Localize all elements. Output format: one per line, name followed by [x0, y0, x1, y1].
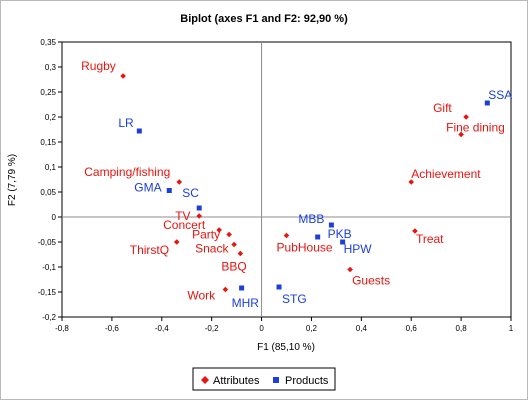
legend-marker-products [273, 377, 279, 383]
point-label-mhr: MHR [232, 296, 260, 310]
point-label-camping-fishing: Camping/fishing [84, 165, 170, 179]
point-hpw [340, 239, 346, 245]
point-treat [412, 228, 418, 234]
y-tick-label: -0,1 [42, 263, 56, 272]
point-ssa [484, 100, 490, 106]
legend-marker-attributes [201, 376, 209, 384]
point-party [226, 231, 232, 238]
y-tick-label: -0,2 [42, 313, 56, 322]
x-tick-label: 0,8 [456, 324, 468, 333]
legend-box [192, 367, 336, 391]
point-label-gift: Gift [433, 101, 452, 115]
point-label-pkb: PKB [328, 227, 352, 241]
y-tick-label: 0,1 [45, 163, 57, 172]
point-label-thirstq: ThirstQ [130, 243, 169, 257]
point-label-achievement: Achievement [411, 167, 481, 181]
y-tick-label: -0,15 [38, 288, 57, 297]
x-tick-label: -0,2 [205, 324, 219, 333]
point-tv [196, 213, 202, 219]
chart-title: Biplot (axes F1 and F2: 92,90 %) [180, 13, 348, 25]
point-label-mbb: MBB [298, 212, 324, 226]
point-label-lr: LR [118, 116, 134, 130]
point-label-bbq: BBQ [221, 260, 246, 274]
legend-label-attributes: Attributes [213, 375, 260, 387]
x-tick-label: 0,2 [306, 324, 318, 333]
point-lr [136, 128, 142, 134]
point-label-stg: STG [282, 292, 307, 306]
plot-area [61, 41, 512, 318]
axes: -0,8 -0,6 -0,4 -0,2 0 0,2 0,4 0,6 0,8 1 -0,2 -0,15 -… [38, 38, 514, 333]
point-rugby [120, 73, 126, 79]
point-guests [347, 266, 353, 273]
y-axis-title: F2 (7,79 %) [7, 154, 18, 206]
point-label-guests: Guests [352, 274, 390, 288]
point-mhr [239, 285, 245, 291]
x-tick-label: -0,6 [105, 324, 119, 333]
x-tick-label: 0 [259, 324, 264, 333]
y-tick-label: 0,15 [40, 138, 56, 147]
point-label-gma: GMA [134, 181, 161, 195]
point-mbb [328, 222, 334, 228]
point-concert [216, 227, 222, 233]
point-bbq [237, 250, 244, 257]
y-tick-label: 0,2 [45, 113, 57, 122]
legend: Attributes Products [192, 367, 336, 391]
x-tick-label: 1 [509, 324, 514, 333]
point-label-fine-dining: Fine dining [446, 121, 505, 135]
point-camping-fishing [176, 179, 183, 185]
x-tick-label: 0,4 [356, 324, 368, 333]
point-label-ssa: SSA [488, 88, 512, 102]
y-tick-label: 0,35 [40, 38, 56, 47]
x-tick-label: -0,8 [55, 324, 69, 333]
x-tick-label: -0,4 [155, 324, 169, 333]
y-tick-label: 0,3 [45, 63, 57, 72]
point-gma [166, 188, 172, 193]
y-tick-label: 0,05 [40, 188, 56, 197]
point-label-treat: Treat [416, 232, 444, 246]
legend-label-products: Products [285, 375, 329, 387]
point-work [222, 286, 229, 293]
point-label-work: Work [187, 289, 216, 303]
point-label-rugby: Rugby [81, 59, 116, 73]
y-tick-label: 0 [52, 213, 57, 222]
point-sc [196, 205, 202, 211]
point-label-hpw: HPW [344, 242, 373, 256]
point-label-tv: TV [175, 209, 190, 223]
point-fine-dining [458, 131, 464, 138]
point-label-sc: SC [182, 186, 199, 200]
y-tick-label: -0,05 [38, 238, 57, 247]
point-label-pubhouse: PubHouse [277, 241, 333, 255]
point-label-party: Party [192, 228, 220, 242]
point-label-concert: Concert [163, 218, 206, 232]
x-axis-title: F1 (85,10 %) [257, 342, 315, 353]
point-achievement [408, 179, 415, 185]
point-pubhouse [283, 232, 290, 239]
point-gift [463, 114, 469, 120]
point-thirstq [173, 239, 180, 245]
point-label-snack: Snack [195, 242, 229, 256]
y-tick-label: 0,25 [40, 88, 56, 97]
point-snack [231, 241, 237, 248]
x-tick-label: 0,6 [406, 324, 418, 333]
point-stg [276, 284, 282, 290]
point-pkb [315, 234, 321, 240]
